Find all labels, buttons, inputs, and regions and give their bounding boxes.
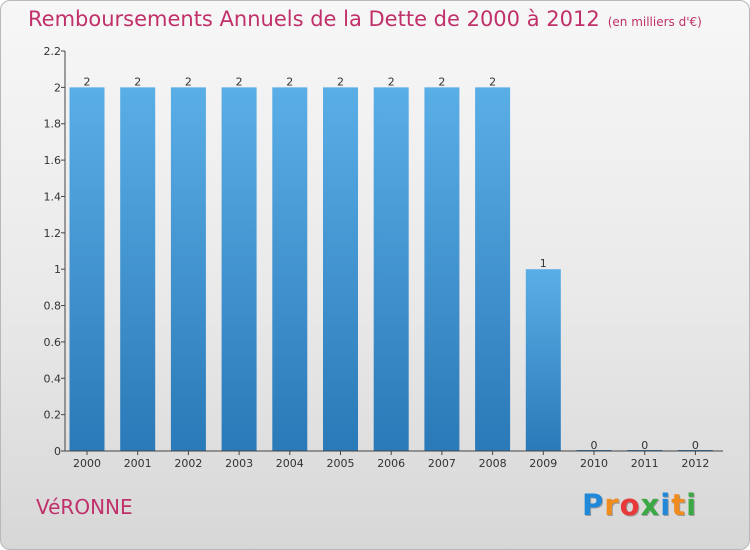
logo-letter: o — [619, 488, 641, 522]
bar-2000 — [69, 87, 105, 451]
data-label-2010: 0 — [591, 439, 598, 452]
y-tick-label: 1.8 — [44, 118, 62, 131]
x-tick-label-2012: 2012 — [681, 457, 709, 470]
y-tick-label: 0.8 — [44, 300, 62, 313]
y-tick-label: 1 — [54, 263, 61, 276]
y-tick-label: 1.2 — [44, 227, 62, 240]
logo-letter: r — [604, 488, 620, 522]
logo-letter: x — [640, 488, 661, 522]
bar-2001 — [120, 87, 156, 451]
data-label-2000: 2 — [84, 75, 91, 88]
commune-name: VéRONNE — [36, 495, 133, 519]
logo-letter: P — [582, 488, 605, 522]
x-tick-label-2000: 2000 — [73, 457, 101, 470]
data-label-2011: 0 — [641, 439, 648, 452]
y-tick-label: 2.2 — [44, 45, 62, 58]
logo-letter: i — [660, 488, 672, 522]
bar-2009 — [525, 269, 561, 451]
bar-2005 — [323, 87, 358, 451]
bar-2003 — [221, 87, 257, 451]
x-tick-label-2005: 2005 — [327, 457, 355, 470]
data-label-2008: 2 — [489, 75, 496, 88]
x-tick-label-2009: 2009 — [529, 457, 557, 470]
bar-2008 — [475, 87, 511, 451]
unit-note: (en milliers d'€) — [607, 15, 702, 29]
bars-layer: 2 2 2 2 2 2 2 2 2 1 0 0 0 — [69, 75, 713, 452]
y-tick-label: 1.4 — [44, 190, 62, 203]
logo-letter: t — [671, 488, 687, 522]
data-label-2012: 0 — [692, 439, 699, 452]
bar-2002 — [170, 87, 206, 451]
bar-2004 — [272, 87, 308, 451]
bar-2007 — [424, 87, 460, 451]
proxiti-logo: Proxiti — [582, 488, 697, 522]
logo-letter: i — [686, 488, 698, 522]
x-tick-label-2008: 2008 — [479, 457, 507, 470]
x-tick-label-2007: 2007 — [428, 457, 456, 470]
data-label-2003: 2 — [236, 75, 243, 88]
y-tick-label: 0 — [54, 445, 61, 458]
data-label-2007: 2 — [438, 75, 445, 88]
data-label-2004: 2 — [286, 75, 293, 88]
chart-title: Remboursements Annuels de la Dette de 20… — [28, 7, 702, 31]
x-tick-label-2006: 2006 — [377, 457, 405, 470]
y-tick-label: 1.6 — [44, 154, 62, 167]
x-tick-label-2010: 2010 — [580, 457, 608, 470]
data-label-2002: 2 — [185, 75, 192, 88]
bar-2006 — [373, 87, 409, 451]
y-tick-label: 0.4 — [44, 372, 62, 385]
title-text: Remboursements Annuels de la Dette de 20… — [28, 7, 600, 31]
x-tick-label-2011: 2011 — [631, 457, 659, 470]
data-label-2006: 2 — [388, 75, 395, 88]
data-label-2009: 1 — [540, 257, 547, 270]
x-tick-label-2002: 2002 — [174, 457, 202, 470]
y-tick-label: 0.6 — [44, 336, 62, 349]
data-label-2005: 2 — [337, 75, 344, 88]
x-tick-label-2003: 2003 — [225, 457, 253, 470]
y-tick-label: 2 — [54, 81, 61, 94]
data-label-2001: 2 — [134, 75, 141, 88]
x-tick-label-2001: 2001 — [124, 457, 152, 470]
x-tick-label-2004: 2004 — [276, 457, 304, 470]
y-tick-label: 0.2 — [44, 409, 62, 422]
